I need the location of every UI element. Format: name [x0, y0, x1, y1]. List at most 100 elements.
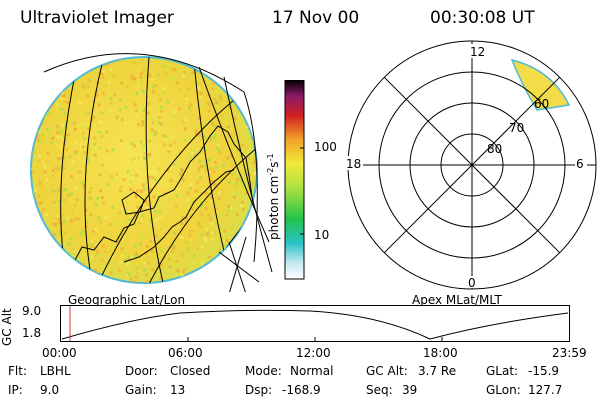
noise-pixel	[41, 161, 45, 165]
noise-pixel	[160, 249, 164, 253]
noise-pixel	[179, 173, 183, 177]
pole-marker	[218, 236, 260, 292]
noise-pixel	[65, 69, 69, 72]
lat-line	[143, 141, 257, 283]
noise-pixel	[164, 135, 168, 138]
noise-pixel	[83, 150, 87, 154]
noise-pixel	[95, 57, 99, 60]
noise-pixel	[122, 243, 126, 247]
noise-pixel	[146, 59, 150, 63]
noise-pixel	[151, 121, 155, 125]
noise-pixel	[61, 258, 65, 262]
noise-pixel	[36, 137, 40, 141]
noise-pixel	[67, 193, 70, 197]
colorbar-tick-100: 100	[314, 140, 337, 154]
noise-pixel	[46, 128, 50, 132]
noise-pixel	[250, 250, 254, 254]
noise-pixel	[72, 70, 76, 73]
noise-pixel	[190, 151, 194, 155]
noise-pixel	[86, 151, 90, 155]
noise-pixel	[150, 249, 154, 253]
noise-pixel	[213, 161, 217, 164]
noise-pixel	[240, 179, 244, 183]
alt-ylabel: GC Alt	[0, 308, 14, 346]
noise-pixel	[32, 183, 36, 187]
noise-pixel	[198, 224, 202, 228]
noise-pixel	[251, 97, 255, 101]
noise-pixel	[222, 117, 226, 121]
noise-pixel	[79, 145, 83, 149]
noise-pixel	[168, 254, 172, 258]
noise-pixel	[210, 199, 214, 203]
noise-pixel	[71, 247, 75, 251]
noise-pixel	[194, 190, 198, 193]
colorbar-tick-10: 10	[314, 228, 330, 242]
noise-pixel	[50, 93, 54, 97]
noise-pixel	[253, 116, 257, 120]
gcalt-value: 3.7 Re	[418, 364, 457, 378]
noise-pixel	[197, 86, 201, 90]
noise-pixel	[84, 112, 87, 116]
noise-pixel	[129, 277, 133, 281]
noise-pixel	[96, 124, 100, 128]
noise-pixel	[60, 97, 64, 101]
noise-pixel	[139, 236, 143, 240]
noise-pixel	[133, 102, 137, 106]
noise-pixel	[80, 181, 84, 185]
noise-pixel	[206, 264, 210, 268]
noise-pixel	[208, 263, 212, 267]
noise-pixel	[253, 171, 257, 175]
noise-pixel	[248, 256, 252, 260]
noise-pixel	[188, 105, 192, 109]
noise-pixel	[121, 118, 124, 122]
noise-pixel	[163, 65, 167, 69]
noise-pixel	[127, 256, 131, 260]
noise-pixel	[131, 256, 135, 260]
noise-pixel	[230, 173, 234, 177]
noise-pixel	[55, 266, 59, 270]
mode-label: Mode:	[245, 364, 282, 378]
noise-pixel	[140, 72, 144, 75]
noise-pixel	[246, 243, 250, 246]
mode-value: Normal	[290, 364, 334, 378]
noise-pixel	[246, 260, 250, 264]
noise-pixel	[238, 78, 242, 82]
noise-pixel	[253, 157, 257, 161]
noise-pixel	[54, 60, 58, 64]
noise-pixel	[218, 95, 222, 99]
noise-pixel	[244, 125, 248, 129]
noise-pixel	[51, 189, 55, 193]
noise-pixel	[143, 186, 147, 190]
noise-pixel	[188, 107, 192, 111]
noise-pixel	[183, 70, 187, 74]
dsp-label: Dsp:	[245, 383, 273, 397]
noise-pixel	[149, 276, 153, 280]
noise-pixel	[40, 85, 44, 89]
noise-pixel	[94, 153, 97, 157]
noise-pixel	[159, 276, 163, 280]
noise-pixel	[134, 109, 138, 112]
mlt-label-18: 18	[346, 157, 361, 171]
noise-pixel	[51, 126, 54, 129]
noise-pixel	[51, 136, 55, 140]
noise-pixel	[94, 254, 98, 257]
noise-pixel	[59, 59, 63, 63]
lon-line	[84, 63, 103, 283]
noise-pixel	[217, 143, 221, 147]
noise-pixel	[200, 204, 204, 208]
noise-pixel	[141, 89, 145, 93]
noise-pixel	[62, 93, 66, 97]
instrument-title: Ultraviolet Imager	[20, 8, 174, 28]
noise-pixel	[49, 61, 53, 65]
noise-pixel	[41, 207, 45, 211]
noise-pixel	[110, 174, 114, 178]
noise-pixel	[157, 116, 161, 120]
noise-pixel	[173, 68, 177, 72]
noise-pixel	[92, 142, 96, 146]
noise-pixel	[56, 157, 60, 160]
noise-pixel	[96, 197, 100, 200]
noise-pixel	[212, 69, 216, 73]
noise-pixel	[65, 208, 69, 212]
noise-pixel	[124, 143, 128, 147]
noise-pixel	[94, 228, 98, 231]
